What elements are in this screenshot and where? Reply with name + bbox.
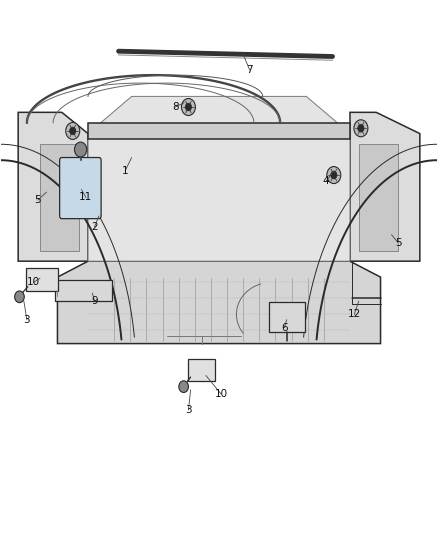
Text: 8: 8 bbox=[172, 102, 179, 112]
Polygon shape bbox=[88, 123, 350, 139]
Text: 1: 1 bbox=[122, 166, 128, 176]
Text: 7: 7 bbox=[246, 65, 253, 75]
Text: 5: 5 bbox=[35, 195, 41, 205]
Polygon shape bbox=[40, 144, 79, 251]
Text: 9: 9 bbox=[91, 296, 98, 306]
Circle shape bbox=[185, 103, 191, 111]
Circle shape bbox=[74, 142, 87, 157]
Text: 5: 5 bbox=[395, 238, 401, 247]
Polygon shape bbox=[57, 261, 381, 344]
Bar bbox=[26, 268, 58, 292]
Text: 10: 10 bbox=[27, 278, 40, 287]
Text: 2: 2 bbox=[91, 222, 98, 232]
Circle shape bbox=[66, 123, 80, 140]
Text: 6: 6 bbox=[281, 322, 288, 333]
FancyBboxPatch shape bbox=[60, 158, 101, 219]
Text: 12: 12 bbox=[348, 309, 361, 319]
Bar bbox=[188, 359, 215, 381]
Circle shape bbox=[179, 381, 188, 392]
Bar bbox=[269, 302, 304, 332]
Circle shape bbox=[14, 291, 24, 303]
Circle shape bbox=[327, 166, 341, 183]
Text: 11: 11 bbox=[79, 192, 92, 203]
Polygon shape bbox=[18, 112, 88, 261]
Polygon shape bbox=[88, 96, 350, 261]
Polygon shape bbox=[359, 144, 398, 251]
Text: 3: 3 bbox=[185, 405, 192, 415]
Text: 4: 4 bbox=[323, 176, 329, 187]
Text: 10: 10 bbox=[215, 389, 228, 399]
Circle shape bbox=[331, 171, 337, 179]
Circle shape bbox=[181, 99, 195, 116]
Circle shape bbox=[358, 124, 364, 132]
Circle shape bbox=[354, 120, 368, 137]
Circle shape bbox=[70, 127, 76, 135]
Polygon shape bbox=[350, 112, 420, 261]
Text: 3: 3 bbox=[24, 314, 30, 325]
Bar bbox=[55, 280, 112, 301]
